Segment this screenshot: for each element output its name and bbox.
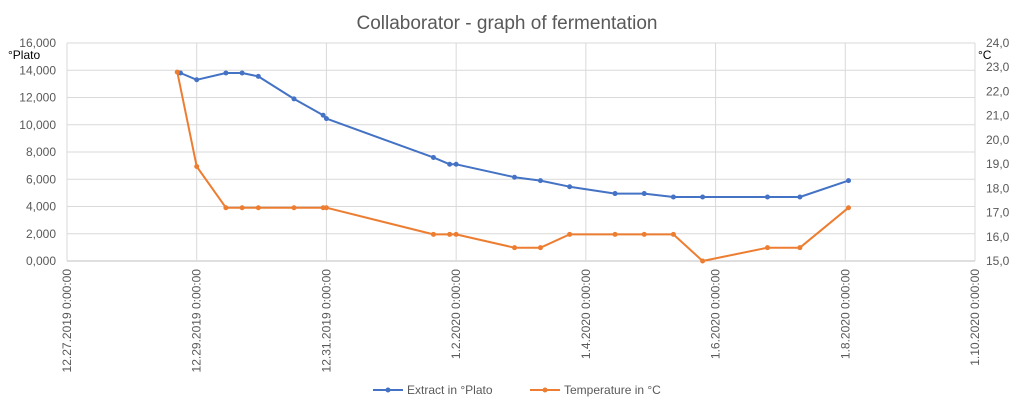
grid-layer [66, 42, 976, 262]
x-tick-label: 12.29.2019 0:00:00 [190, 269, 204, 373]
series-1-point [512, 174, 518, 180]
y-right-tick-label: 15,0 [986, 254, 1010, 268]
legend-marker-1 [385, 387, 391, 393]
series-2-point [239, 205, 245, 211]
series-layer [174, 69, 852, 264]
y-left-unit-label: °Plato [8, 48, 40, 62]
series-1-point [537, 178, 543, 184]
y-left-tick-label: 2,000 [26, 227, 56, 241]
y-left-tick-label: 6,000 [26, 172, 56, 186]
x-tick-label: 12.27.2019 0:00:00 [60, 269, 74, 373]
series-1-point [797, 194, 803, 200]
y-right-tick-label: 22,0 [986, 84, 1010, 98]
y-left-tick-label: 8,000 [26, 145, 56, 159]
y-right-tick-label: 17,0 [986, 206, 1010, 220]
series-2-point [537, 245, 543, 251]
x-tick-label: 12.31.2019 0:00:00 [319, 269, 333, 373]
series-2-point [453, 231, 459, 237]
series-1-point [430, 154, 436, 160]
series-2-point [670, 231, 676, 237]
y-left-tick-label: 14,000 [19, 63, 56, 77]
y-right-tick-label: 20,0 [986, 133, 1010, 147]
y-left-tick-label: 16,000 [19, 36, 56, 50]
x-tick-label: 1.6.2020 0:00:00 [709, 269, 723, 359]
series-1-point [194, 77, 200, 83]
series-2-point [223, 205, 229, 211]
series-1-point [291, 96, 297, 102]
series-2-point [174, 69, 180, 75]
y-right-unit-label: °C [978, 48, 992, 62]
y-right-tick-label: 21,0 [986, 109, 1010, 123]
series-2-point [612, 231, 618, 237]
y-left-tick-label: 4,000 [26, 200, 56, 214]
series-1-point [323, 116, 329, 122]
series-2-point [797, 245, 803, 251]
y-right-tick-label: 19,0 [986, 157, 1010, 171]
x-tick-label: 1.8.2020 0:00:00 [838, 269, 852, 359]
series-1-point [239, 70, 245, 76]
series-2-point [512, 245, 518, 251]
legend: Extract in °Plato Temperature in °C [373, 383, 661, 397]
series-2-point [447, 231, 453, 237]
series-2-point [567, 231, 573, 237]
series-2-point [846, 205, 852, 211]
series-1-point [670, 194, 676, 200]
series-2-point [764, 245, 770, 251]
y-left-tick-label: 12,000 [19, 91, 56, 105]
series-1-point [447, 161, 453, 167]
series-1-point [567, 184, 573, 190]
series-2-point [194, 164, 200, 170]
series-1-point [641, 191, 647, 197]
chart-title: Collaborator - graph of fermentation [357, 13, 658, 34]
series-line-2 [176, 71, 850, 262]
series-1-point [255, 73, 261, 79]
legend-marker-2 [542, 387, 548, 393]
series-2-point [323, 205, 329, 211]
y-right-tick-label: 23,0 [986, 60, 1010, 74]
x-tick-label: 1.4.2020 0:00:00 [579, 269, 593, 359]
series-2-point [430, 231, 436, 237]
series-1-point [846, 178, 852, 184]
legend-label-1: Extract in °Plato [407, 383, 493, 397]
series-1-point [320, 112, 326, 118]
series-1-point [764, 194, 770, 200]
y-left-tick-label: 0,000 [26, 254, 56, 268]
series-1-point [612, 191, 618, 197]
series-2-point [291, 205, 297, 211]
y-right-tick-label: 16,0 [986, 230, 1010, 244]
series-1-point [453, 161, 459, 167]
series-2-point [255, 205, 261, 211]
y-left-tick-label: 10,000 [19, 118, 56, 132]
series-1-point [700, 194, 706, 200]
x-tick-label: 1.10.2020 0:00:00 [968, 269, 982, 366]
series-2-point [700, 258, 706, 264]
series-1-point [223, 70, 229, 76]
legend-label-2: Temperature in °C [564, 383, 661, 397]
series-2-point [641, 231, 647, 237]
x-tick-label: 1.2.2020 0:00:00 [449, 269, 463, 359]
y-right-tick-label: 24,0 [986, 36, 1010, 50]
y-right-tick-label: 18,0 [986, 181, 1010, 195]
tick-layer: 0,000 2,000 4,000 6,000 8,000 10,000 12,000 14,… [19, 36, 1009, 372]
